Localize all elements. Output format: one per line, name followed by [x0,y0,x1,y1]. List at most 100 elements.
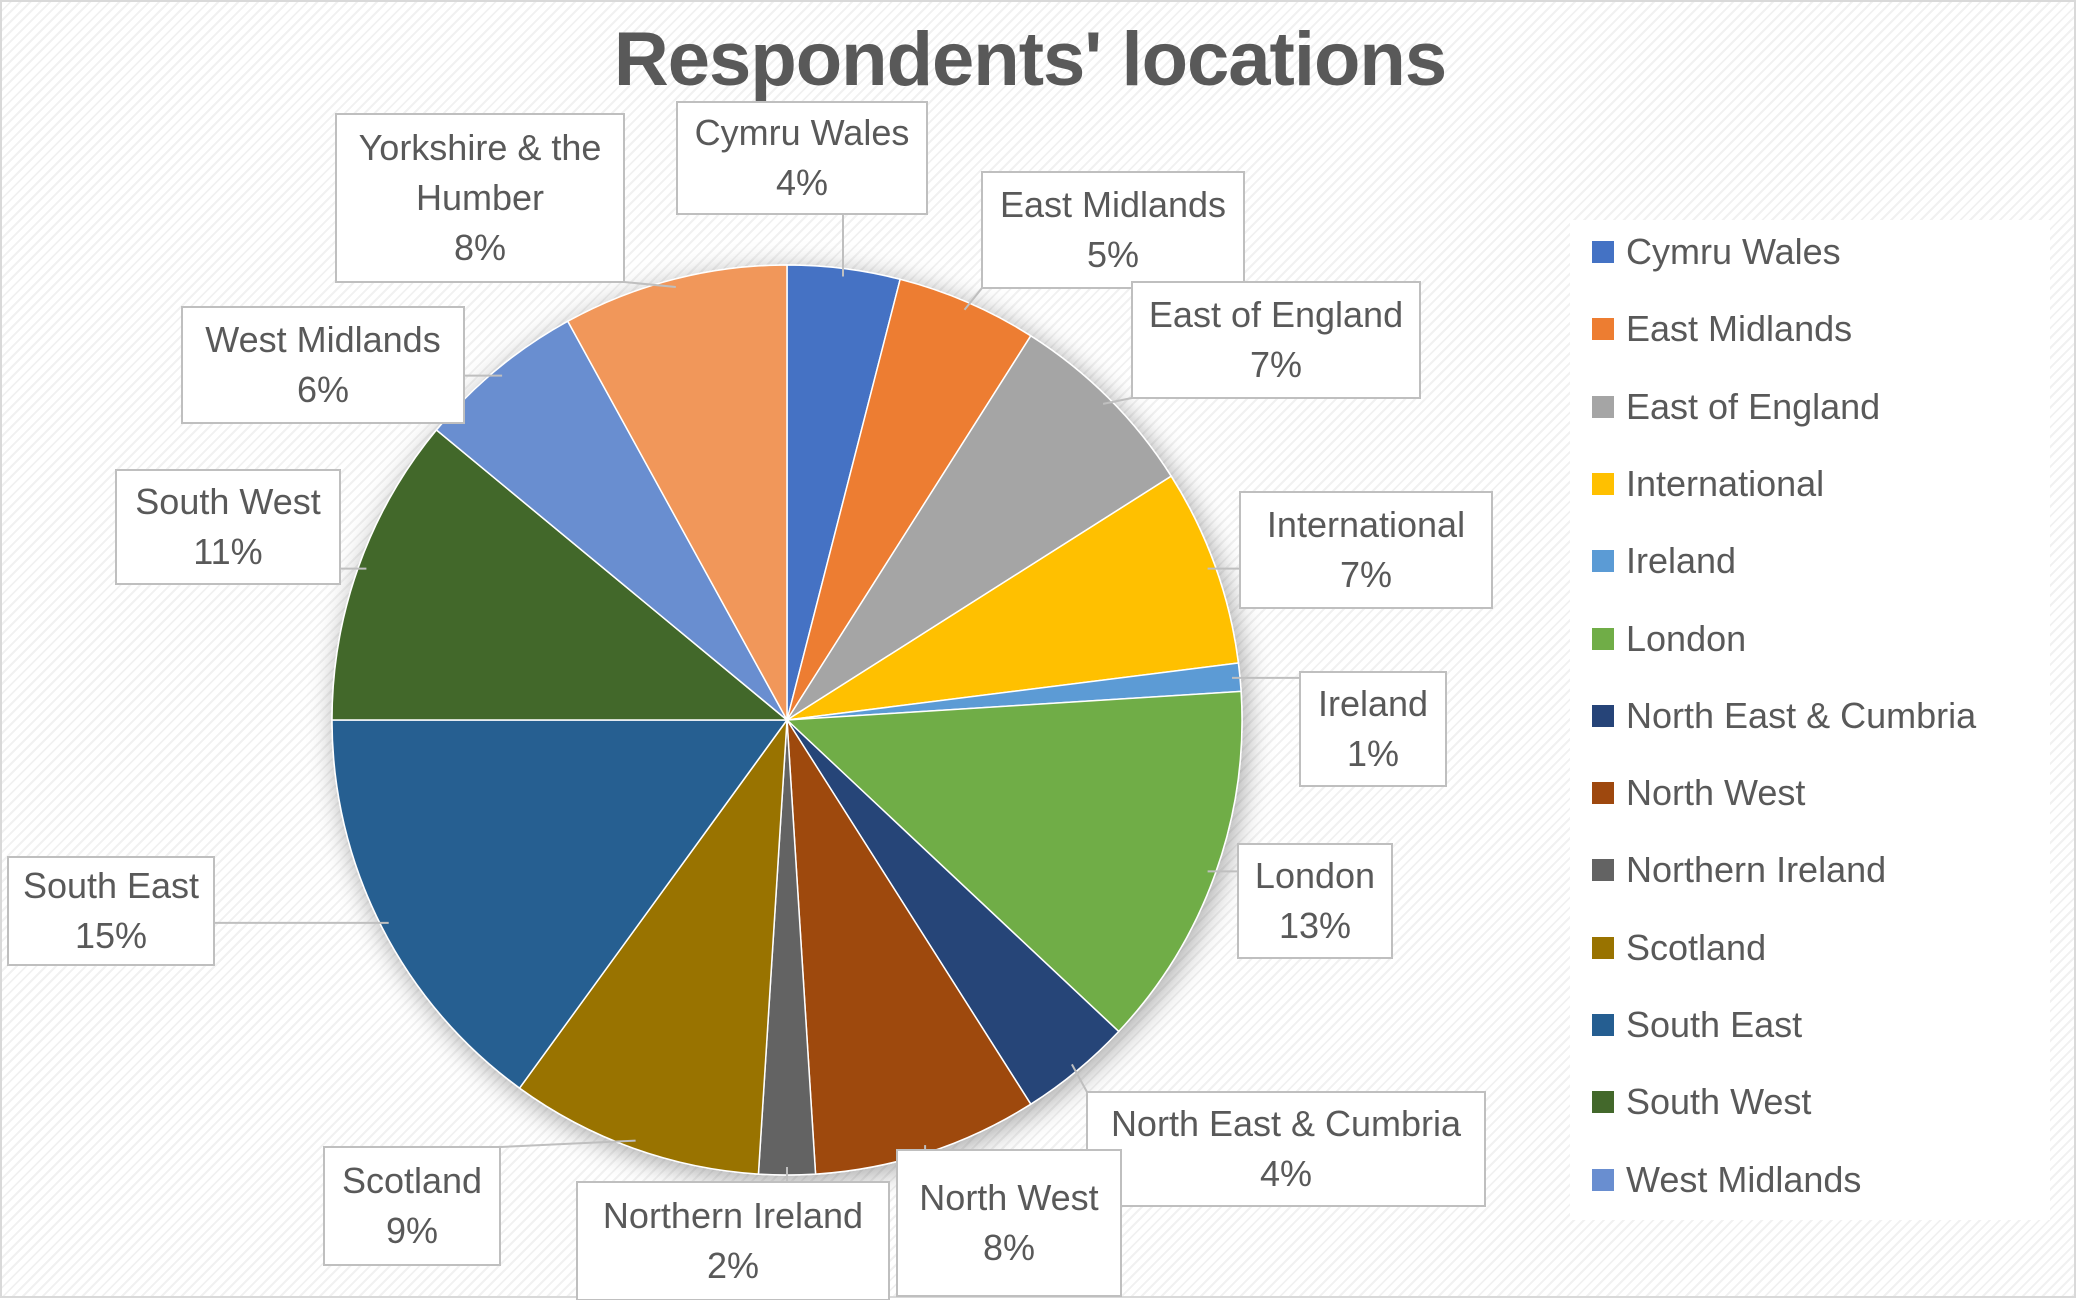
data-label-box [7,856,215,966]
data-label-box [181,306,465,424]
data-label-value: 4% [1260,1153,1312,1194]
data-label-london: London 13% [1207,843,1393,959]
data-label-international: International 7% [1207,491,1493,609]
data-label-category: London [1255,855,1375,896]
data-label-category: West Midlands [205,319,440,360]
data-label-category: East Midlands [1000,184,1226,225]
data-label-box [115,469,341,585]
data-label-cymru-wales: Cymru Wales 4% [676,101,928,277]
legend-label: Scotland [1626,926,1767,968]
data-label-value: 7% [1250,344,1302,385]
data-label-box [323,1146,501,1266]
pie-slice-east-midlands [786,278,1032,721]
pie-slice-west-midlands [435,320,788,721]
data-label-box [1086,1091,1486,1207]
legend-swatch [1592,1168,1614,1191]
data-label-category: North East & Cumbria [1111,1103,1462,1144]
legend-swatch [1592,782,1614,805]
data-label-value: 1% [1347,733,1399,774]
data-label-box [1299,671,1447,787]
legend: Cymru Wales East Midlands East of England I… [1570,220,2050,1220]
data-label-east-midlands: East Midlands 5% [963,171,1245,311]
data-label-category: Ireland [1318,683,1428,724]
legend-label: South East [1626,1004,1803,1045]
data-label-category: Scotland [342,1160,482,1201]
data-labels: Cymru Wales 4% East Midlands 5% East of Engl… [7,101,1493,1300]
data-label-category: South West [135,481,320,522]
data-label-north-west: North West 8% [896,1145,1122,1297]
legend-label: East of England [1626,385,1881,427]
legend-item-north-east-and-cumbria: North East & Cumbria [1592,695,1976,736]
legend-swatch [1592,936,1614,959]
pie-slice-international [786,475,1240,721]
legend-item-south-east: South East [1592,1004,1803,1045]
data-label-east-of-england: East of England 7% [1102,281,1421,405]
legend-swatch [1592,704,1614,727]
data-label-box [1131,281,1421,399]
legend-item-ireland: Ireland [1592,540,1737,582]
leader-line [1102,397,1133,405]
data-label-yorkshire-and-the-humber: Yorkshire & the Humber 8% [335,113,676,288]
legend-label: International [1626,462,1825,504]
data-label-box [576,1181,890,1300]
data-label-box [1237,843,1393,959]
data-label-category: Northern Ireland [603,1195,863,1236]
data-label-box [676,101,928,215]
legend-item-northern-ireland: Northern Ireland [1592,849,1887,891]
pie-slice-south-east [331,719,789,1090]
legend-item-north-west: North West [1592,772,1806,814]
data-label-box [335,113,625,283]
data-label-value: 6% [297,369,349,410]
data-label-value: 13% [1279,905,1351,946]
pie-slice-scotland [518,717,788,1175]
data-label-value: 7% [1340,554,1392,595]
pie-slice-east-of-england [786,334,1173,721]
data-label-value: 5% [1087,234,1139,275]
legend-label: London [1626,617,1747,659]
legend-swatch [1592,395,1614,418]
pie-slice-london [785,690,1243,1033]
legend-swatch [1592,627,1614,650]
legend-item-south-west: South West [1592,1081,1812,1123]
legend-label: South West [1626,1081,1812,1123]
legend-label: Ireland [1626,540,1737,582]
legend-swatch [1592,472,1614,495]
data-label-category: International [1267,504,1465,545]
data-label-value: 8% [454,227,506,268]
pie-slice-yorkshire-and-the-humber [566,264,788,721]
data-label-category: North West [919,1177,1098,1218]
data-label-category: Cymru Wales [695,112,910,153]
leader-line [623,281,676,288]
leader-line [1071,1063,1088,1093]
data-label-scotland: Scotland 9% [323,1139,636,1266]
legend-item-east-of-england: East of England [1592,385,1881,427]
legend-label: Cymru Wales [1626,231,1841,272]
legend-item-scotland: Scotland [1592,926,1767,968]
data-label-value: 4% [776,162,828,203]
legend-item-cymru-wales: Cymru Wales [1592,231,1841,272]
chart-title: Respondents' locations [613,17,1447,102]
data-label-north-east-and-cumbria: North East & Cumbria 4% [1071,1063,1486,1207]
data-label-value: 11% [193,531,262,572]
data-label-value: 2% [707,1245,759,1286]
legend-swatch [1592,1091,1614,1114]
data-label-category: Yorkshire & the [359,127,602,168]
legend-label: East Midlands [1626,308,1853,350]
data-label-category: Humber [416,177,544,218]
legend-item-west-midlands: West Midlands [1592,1159,1861,1200]
legend-swatch [1592,550,1614,573]
pie-slice-south-west [331,428,790,721]
data-label-value: 8% [983,1227,1035,1268]
legend-swatch [1592,318,1614,341]
data-label-value: 15% [75,915,147,956]
legend-label: Northern Ireland [1626,849,1887,891]
legend-swatch [1592,1014,1614,1036]
data-label-northern-ireland: Northern Ireland 2% [576,1167,890,1300]
legend-label: North West [1626,772,1806,814]
data-label-south-east: South East 15% [7,856,389,966]
legend-item-international: International [1592,462,1825,504]
legend-item-london: London [1592,617,1747,659]
data-label-box [981,171,1245,289]
